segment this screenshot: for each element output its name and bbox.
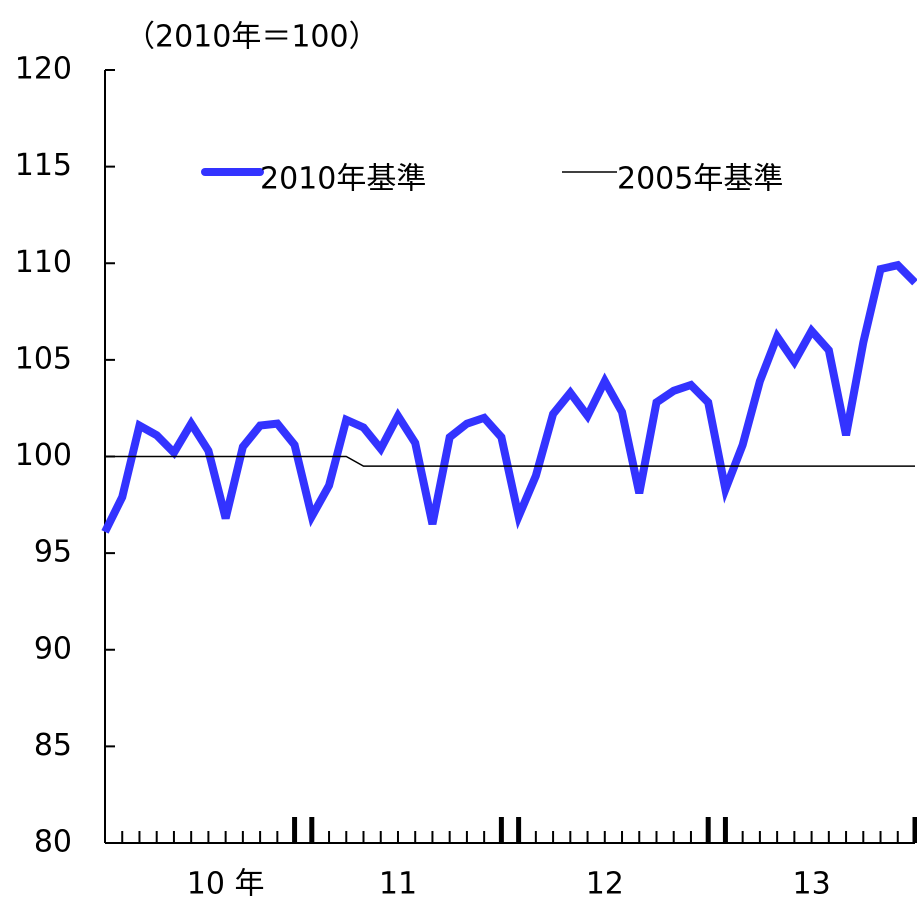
y-tick-label: 90 [34, 631, 72, 666]
legend-label: 2005年基準 [617, 162, 783, 197]
y-tick-label: 80 [34, 825, 72, 860]
legend-label: 2010年基準 [260, 162, 426, 197]
line [101, 260, 917, 534]
line [105, 455, 915, 467]
x-tick-label: 11 [379, 867, 417, 902]
x-tick-label: 12 [586, 867, 624, 902]
y-tick-label: 100 [15, 438, 72, 473]
y-tick-label: 110 [15, 245, 72, 280]
y-tick-label: 115 [15, 148, 72, 183]
y-tick-label: 95 [34, 535, 72, 570]
y-tick-label: 105 [15, 341, 72, 376]
y-tick-label: 120 [15, 52, 72, 87]
x-tick-label: 13 [793, 867, 831, 902]
y-axis-label: （2010年＝100） [125, 20, 379, 55]
y-tick-label: 85 [34, 728, 72, 763]
x-tick-label: 10 年 [187, 867, 265, 902]
